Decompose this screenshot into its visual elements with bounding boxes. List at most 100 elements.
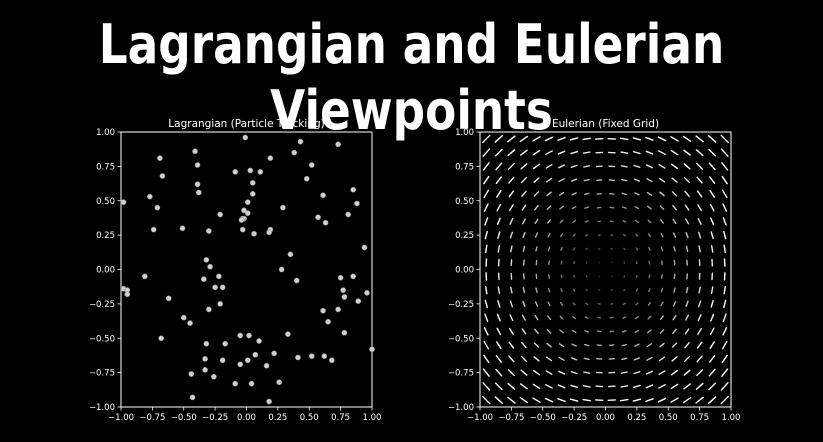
lagrangian-x-tick-label: 0.75: [331, 413, 350, 423]
velocity-arrow: [621, 357, 628, 361]
velocity-arrow: [632, 398, 642, 402]
velocity-arrow: [708, 382, 717, 391]
particle-point: [328, 357, 335, 364]
velocity-arrow: [558, 343, 565, 348]
particle-point: [165, 295, 172, 302]
velocity-arrow: [483, 203, 489, 212]
velocity-arrow: [545, 163, 553, 169]
velocity-arrow: [519, 396, 529, 404]
particle-point: [256, 338, 262, 344]
velocity-arrow: [510, 245, 513, 253]
velocity-arrow: [697, 217, 702, 225]
particle-point: [232, 169, 239, 175]
velocity-arrow: [621, 330, 627, 333]
particle-point: [341, 294, 348, 300]
lagrangian-y-tick-label: 0.00: [96, 266, 115, 276]
velocity-arrow: [646, 343, 653, 348]
velocity-arrow: [710, 313, 715, 322]
velocity-arrow: [635, 302, 639, 306]
particle-point: [211, 373, 217, 380]
particle-point: [207, 263, 213, 270]
velocity-arrow: [670, 149, 679, 156]
velocity-arrow: [658, 383, 666, 389]
velocity-arrow: [671, 369, 679, 376]
particle-point: [364, 290, 370, 296]
velocity-arrow: [521, 204, 527, 211]
velocity-arrow: [635, 247, 639, 251]
particle-point: [244, 210, 251, 216]
velocity-arrow: [545, 150, 553, 156]
particle-point: [297, 138, 304, 145]
velocity-arrow: [672, 314, 677, 321]
velocity-arrow: [495, 368, 503, 377]
velocity-arrow: [672, 232, 677, 238]
velocity-arrow: [569, 137, 579, 141]
velocity-arrow: [635, 233, 639, 237]
velocity-arrow: [558, 356, 565, 361]
velocity-arrow: [509, 217, 514, 225]
velocity-arrow: [509, 300, 514, 308]
velocity-arrow: [635, 288, 639, 292]
velocity-arrow: [572, 247, 576, 251]
velocity-arrow: [684, 341, 690, 349]
velocity-arrow: [632, 384, 641, 389]
velocity-arrow: [647, 301, 652, 306]
particle-point: [276, 379, 282, 386]
particle-point: [252, 351, 259, 358]
lagrangian-y-tick-label: 1.00: [96, 128, 115, 138]
velocity-arrow: [584, 316, 589, 319]
velocity-arrow: [671, 177, 678, 183]
velocity-arrow: [508, 355, 515, 363]
velocity-arrow: [532, 369, 540, 376]
velocity-arrow: [660, 232, 664, 238]
velocity-arrow: [547, 315, 552, 321]
velocity-arrow: [683, 176, 691, 184]
velocity-arrow: [685, 286, 689, 294]
velocity-arrow: [683, 355, 691, 363]
particle-point: [267, 155, 274, 161]
velocity-arrow: [710, 299, 714, 308]
velocity-arrow: [720, 395, 729, 405]
velocity-arrow: [558, 178, 565, 183]
velocity-arrow: [646, 191, 653, 196]
velocity-arrow: [660, 287, 664, 293]
particle-point: [203, 340, 210, 347]
lagrangian-y-tick-label: −0.75: [89, 369, 115, 379]
velocity-arrow: [710, 244, 714, 253]
velocity-arrow: [560, 288, 563, 293]
velocity-arrow: [582, 398, 591, 402]
particle-point: [203, 257, 210, 263]
velocity-arrow: [508, 341, 515, 349]
velocity-arrow: [683, 163, 691, 170]
velocity-arrow: [722, 327, 728, 336]
velocity-arrow: [633, 357, 641, 361]
lagrangian-y-tick-label: −1.00: [89, 403, 115, 413]
velocity-arrow: [571, 205, 577, 210]
velocity-arrow: [558, 164, 566, 169]
velocity-arrow: [659, 218, 664, 224]
velocity-arrow: [709, 203, 715, 212]
velocity-arrow: [557, 136, 566, 141]
velocity-arrow: [623, 288, 626, 292]
velocity-arrow: [620, 371, 628, 374]
velocity-arrow: [723, 244, 726, 254]
particle-point: [249, 191, 256, 197]
particle-point: [340, 287, 346, 293]
velocity-arrow: [696, 355, 703, 363]
velocity-arrow: [622, 233, 626, 237]
particle-point: [237, 332, 244, 339]
velocity-arrow: [622, 302, 626, 306]
velocity-arrow: [507, 162, 515, 170]
velocity-arrow: [584, 206, 590, 209]
velocity-arrow: [622, 316, 627, 319]
velocity-arrow: [533, 177, 540, 183]
particle-point: [308, 162, 315, 168]
particle-point: [206, 306, 212, 313]
particle-point: [315, 214, 321, 221]
particle-point: [216, 273, 222, 280]
velocity-arrow: [696, 369, 704, 377]
velocity-arrow: [508, 327, 514, 335]
lagrangian-x-tick-label: 0.00: [237, 413, 256, 423]
particle-point: [291, 149, 298, 156]
